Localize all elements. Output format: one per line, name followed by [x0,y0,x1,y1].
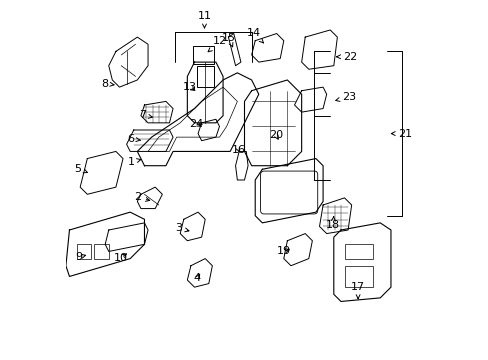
Text: 5: 5 [74,163,87,174]
Text: 17: 17 [350,282,365,298]
Text: 22: 22 [336,52,356,62]
Text: 13: 13 [183,82,197,92]
Text: 4: 4 [193,273,201,283]
Text: 15: 15 [222,33,235,47]
Text: 24: 24 [189,118,203,129]
Text: 21: 21 [390,129,411,139]
Text: 23: 23 [335,92,355,102]
Text: 8: 8 [101,78,114,89]
Text: 3: 3 [175,223,188,233]
Text: 19: 19 [276,247,290,256]
Text: 14: 14 [246,28,263,43]
Text: 2: 2 [134,192,149,202]
Text: 6: 6 [127,134,140,144]
Text: 20: 20 [268,130,283,140]
Text: 12: 12 [208,36,227,52]
Text: 11: 11 [197,12,211,28]
Text: 18: 18 [325,217,340,230]
Text: 7: 7 [139,110,152,120]
Text: 1: 1 [127,157,141,167]
Text: 16: 16 [231,145,245,155]
Text: 9: 9 [75,252,85,262]
Text: 10: 10 [114,253,128,263]
